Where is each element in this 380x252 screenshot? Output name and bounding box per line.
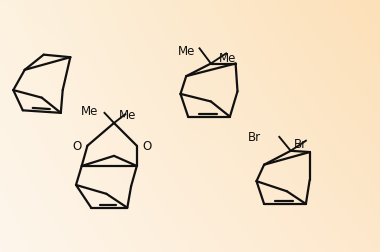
Text: O: O: [73, 140, 82, 153]
Text: Me: Me: [177, 45, 195, 58]
Text: Me: Me: [81, 104, 98, 117]
Text: O: O: [142, 140, 152, 153]
Text: Br: Br: [248, 131, 261, 144]
Text: Me: Me: [219, 51, 237, 65]
Text: Br: Br: [294, 137, 307, 150]
Text: Me: Me: [119, 108, 136, 121]
